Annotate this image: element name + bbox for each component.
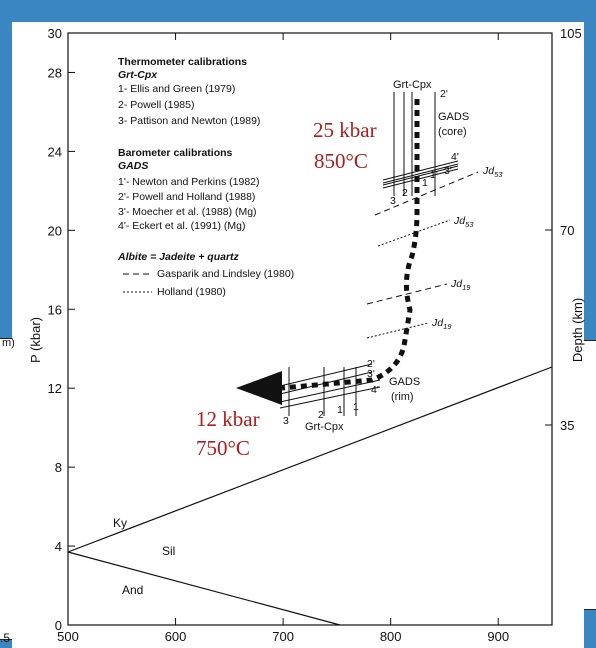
cal-num-3p: 3' (444, 165, 452, 177)
cal-num-2: 2 (402, 187, 408, 199)
cal-num-1p: 1' (430, 169, 438, 181)
cal-num-2p: 2' (367, 358, 375, 370)
pt-path (281, 99, 420, 391)
edge-fragment-bottom: .5 (0, 631, 10, 645)
cal-num-3: 3 (390, 195, 396, 207)
jd-label: Jd19 (450, 278, 471, 292)
jd19-dotted (366, 322, 429, 339)
x-tick-label: 800 (380, 629, 402, 644)
legend-thermo-item: 1- Ellis and Green (1979) (118, 83, 235, 95)
jd19-dashed (366, 283, 448, 305)
y-axis-ticks: 0 4 8 12 16 20 24 28 30 (48, 26, 75, 633)
phase-label-sil: Sil (162, 544, 175, 558)
gads-core-label: GADS (438, 111, 469, 123)
ky-sil-boundary (67, 366, 553, 553)
x-tick-label: 900 (487, 629, 509, 644)
legend-baro-item: 1'- Newton and Perkins (1982) (118, 176, 260, 188)
y-tick-label: 12 (48, 381, 62, 396)
y-axis-title: P (kbar) (28, 317, 43, 363)
edge-fragment-top: m) (2, 337, 15, 349)
cal-num-2p: 2' (440, 88, 448, 100)
gads-rim-label: (rim) (391, 391, 414, 403)
peak-temperature-label: 850°C (314, 149, 368, 173)
legend-baro-item: 2'- Powell and Holland (1988) (118, 191, 255, 203)
depth-tick-label: 70 (560, 223, 574, 238)
cal-num-3p: 3' (367, 368, 375, 380)
figure-panel (12, 22, 584, 648)
depth-tick-label: 35 (560, 418, 574, 433)
cal-num-1: 1 (353, 401, 359, 413)
y-tick-label: 8 (55, 460, 62, 475)
cal-num-4p: 4' (451, 151, 459, 163)
legend-baro-item: 4'- Eckert et al. (1991) (Mg) (118, 220, 245, 232)
jd-label: Jd19 (431, 317, 452, 331)
legend-baro-item: 3'- Moecher et al. (1988) (Mg) (118, 206, 257, 218)
x-tick-label: 600 (165, 629, 187, 644)
y-tick-label: 28 (48, 65, 62, 80)
x-tick-label: 500 (57, 629, 79, 644)
y-tick-label: 16 (48, 302, 62, 317)
grt-cpx-top-label: Grt-Cpx (393, 79, 432, 91)
legend-albite-item: Gasparik and Lindsley (1980) (157, 268, 294, 280)
rim-calibration-lines (279, 363, 381, 416)
legend-albite-title: Albite = Jadeite + quartz (117, 251, 240, 263)
legend-albite-item: Holland (1980) (157, 286, 226, 298)
jd-label: Jd53 (453, 215, 474, 229)
legend-thermo-sub: Grt-Cpx (118, 69, 158, 81)
retro-temperature-label: 750°C (196, 436, 250, 460)
cal-num-1p: 1' (337, 404, 345, 416)
gads-rim-label: GADS (389, 376, 420, 388)
grt-cpx-bottom-label: Grt-Cpx (305, 421, 344, 433)
cal-num-4p: 4' (371, 384, 379, 396)
y-tick-label: 0 (55, 618, 62, 633)
depth-axis-ticks: 35 70 105 (545, 26, 582, 433)
y-tick-label: 20 (48, 223, 62, 238)
x-tick-label: 700 (272, 629, 294, 644)
retro-pressure-label: 12 kbar (196, 407, 260, 431)
legend: Thermometer calibrations Grt-Cpx 1- Elli… (117, 56, 294, 298)
depth-tick-label: 105 (560, 26, 582, 41)
y-tick-label: 30 (48, 26, 62, 41)
legend-baro-title: Barometer calibrations (118, 147, 233, 159)
phase-label-and: And (122, 583, 143, 597)
peak-pressure-label: 25 kbar (313, 118, 377, 142)
y-tick-label: 4 (55, 539, 62, 554)
core-calibration-lines (382, 92, 459, 196)
gads-core-label: (core) (438, 126, 467, 138)
legend-thermo-title: Thermometer calibrations (118, 56, 247, 68)
cal-num-3: 3 (283, 415, 289, 427)
y-tick-label: 24 (48, 144, 62, 159)
legend-thermo-item: 2- Powell (1985) (118, 99, 194, 111)
jd-label: Jd53 (482, 165, 503, 179)
x-axis-ticks: 500 600 700 800 900 (57, 33, 509, 644)
cal-num-2: 2 (318, 409, 324, 421)
cal-num-1: 1 (422, 177, 428, 189)
pt-path-arrowhead (236, 371, 282, 405)
ky-and-boundary (67, 551, 341, 626)
jd53-dotted (377, 219, 451, 247)
right-axis-title: Depth (km) (570, 298, 585, 362)
legend-baro-sub: GADS (118, 160, 148, 172)
jd53-dashed (374, 171, 479, 216)
plot-frame (67, 32, 553, 626)
legend-thermo-item: 3- Pattison and Newton (1989) (118, 115, 260, 127)
phase-label-ky: Ky (113, 516, 127, 530)
